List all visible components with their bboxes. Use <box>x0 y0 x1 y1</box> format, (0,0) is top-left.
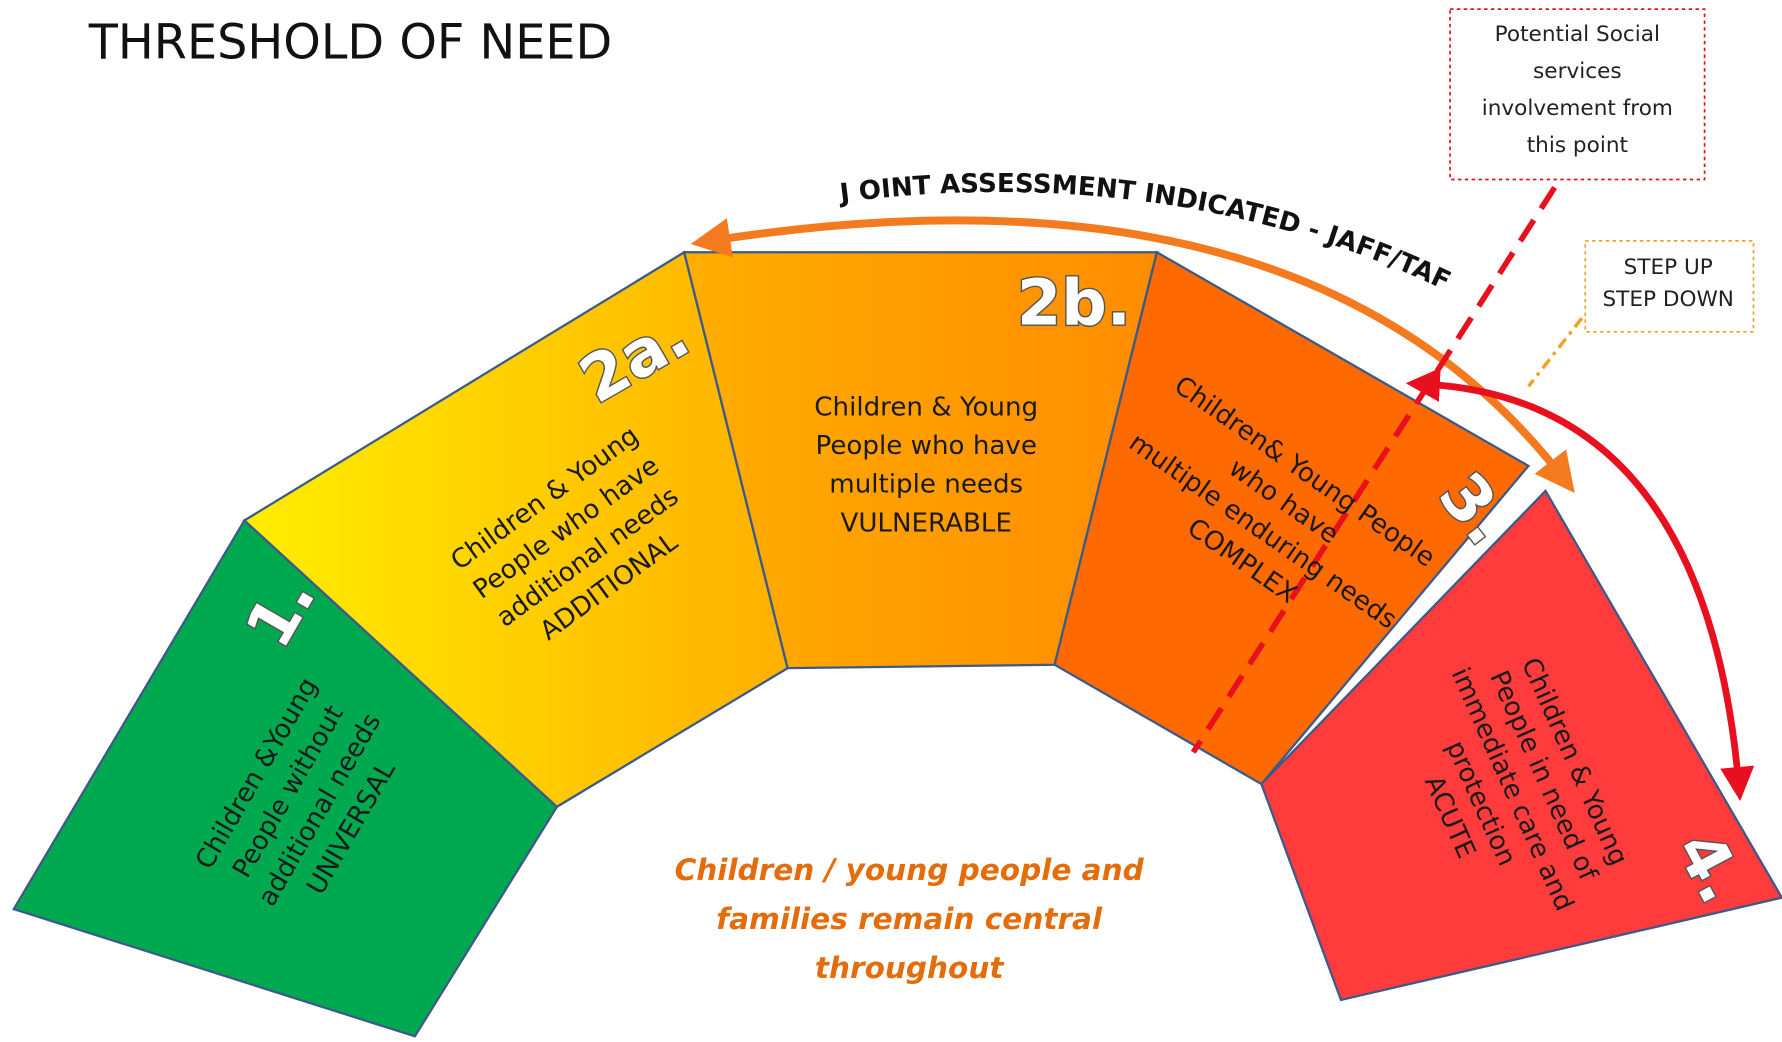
step-line <box>1527 317 1584 388</box>
step-line-text: STEP UP <box>1624 255 1713 280</box>
title: THRESHOLD OF NEED <box>88 15 613 70</box>
social-line-text: Potential Social <box>1495 22 1660 47</box>
segment-line: Children & Young <box>814 392 1038 422</box>
social-line <box>1190 185 1558 754</box>
segment-line: People who have <box>816 431 1037 461</box>
step-arrow <box>1405 367 1755 802</box>
segment-number: 2b. <box>1017 266 1131 340</box>
central-note-line: families remain central <box>716 902 1103 936</box>
social-line-text: this point <box>1527 133 1628 158</box>
central-note-line: Children / young people and <box>675 853 1145 887</box>
social-line-text: services <box>1533 59 1622 84</box>
segment-line: multiple needs <box>829 470 1023 500</box>
step-line-text: STEP DOWN <box>1603 287 1734 312</box>
social-line-text: involvement from <box>1482 96 1673 121</box>
step-box <box>1584 240 1755 333</box>
segment-line: VULNERABLE <box>840 508 1012 538</box>
central-note-line: throughout <box>815 951 1005 985</box>
social-box <box>1449 8 1706 181</box>
